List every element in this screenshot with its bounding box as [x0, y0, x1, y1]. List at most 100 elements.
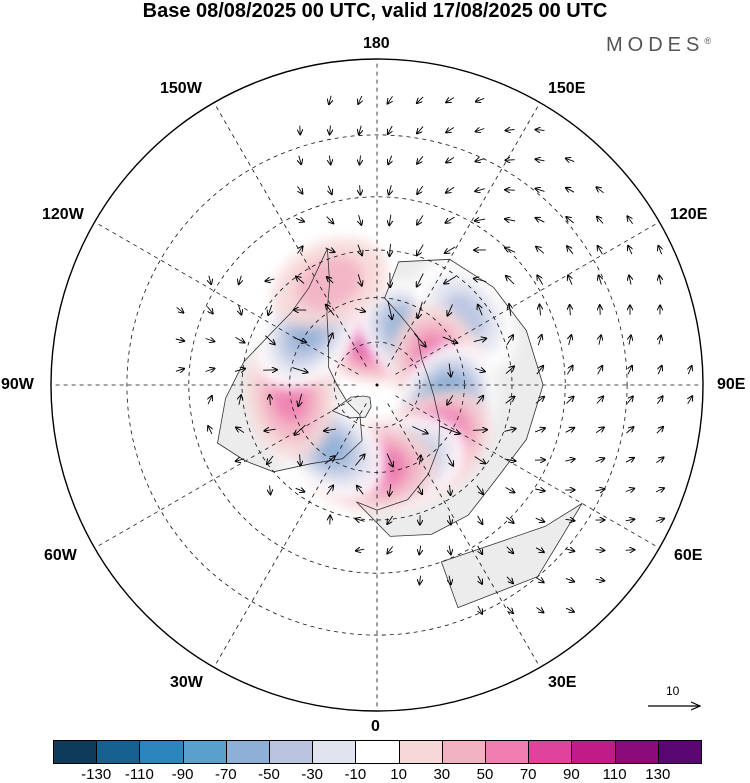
wind-vector	[418, 301, 423, 318]
wind-vector	[505, 397, 515, 404]
wind-vector	[478, 305, 483, 316]
colorbar-tick-label: 10	[390, 766, 407, 783]
wind-vector	[324, 456, 335, 465]
wind-vector	[205, 339, 215, 342]
wind-vector	[534, 428, 545, 432]
wind-vector	[478, 545, 482, 554]
wind-vector	[417, 126, 424, 134]
wind-vector	[297, 186, 303, 193]
wind-vector	[264, 335, 275, 345]
colorbar-tick-label: -70	[214, 766, 237, 783]
latitude-circle	[333, 341, 421, 429]
wind-vector	[536, 607, 544, 613]
wind-vector	[417, 244, 424, 256]
wind-vector	[599, 275, 602, 285]
longitude-label-150w: 150W	[160, 80, 202, 97]
wind-vector	[417, 215, 424, 224]
wind-vector	[328, 185, 332, 194]
wind-vector	[476, 98, 485, 101]
wind-vector	[300, 454, 301, 465]
wind-vector	[270, 395, 271, 406]
wind-vector	[236, 427, 245, 433]
wind-vector	[356, 519, 365, 522]
colorbar-ticks: -130 -110 -90 -70 -50 -30 -10 10 30 50 70 90 110 130	[0, 766, 750, 783]
wind-vector	[536, 130, 545, 131]
longitude-label-120e: 120E	[670, 206, 708, 223]
longitude-label-60e: 60E	[674, 547, 703, 564]
brand-name: MODES	[606, 34, 705, 56]
meridian-line	[387, 102, 541, 367]
wind-vector	[356, 549, 365, 551]
wind-vector	[209, 275, 211, 284]
colorbar-tick-label: 70	[519, 766, 537, 783]
wind-vector	[597, 217, 604, 224]
wind-vector	[476, 396, 484, 405]
coastline	[440, 503, 583, 609]
wind-vector	[175, 369, 184, 372]
wind-vector	[536, 159, 545, 161]
wind-vector	[235, 337, 245, 342]
colorbar-swatch	[571, 740, 616, 764]
wind-vector	[536, 366, 543, 375]
wind-vector	[535, 489, 544, 491]
wind-vector	[329, 155, 330, 165]
wind-vector	[446, 216, 455, 223]
wind-vector	[625, 489, 634, 492]
wind-vector	[535, 548, 544, 552]
wind-vector	[598, 246, 603, 255]
wind-vector	[659, 276, 661, 285]
longitude-label-0: 0	[371, 718, 380, 735]
wind-vector	[506, 546, 513, 553]
wind-vector	[449, 545, 451, 555]
wind-vector	[295, 424, 306, 435]
wind-vector	[569, 335, 572, 346]
wind-vector	[388, 96, 393, 103]
colorbar-swatch	[528, 740, 573, 764]
colorbar-tick-label: -110	[124, 766, 154, 783]
wind-vector	[324, 429, 336, 431]
wind-vector	[297, 247, 302, 254]
wind-vector	[595, 579, 605, 581]
wind-vector	[472, 430, 487, 431]
modes-logo: MODES®	[606, 34, 711, 57]
wind-vector	[565, 519, 575, 520]
meridian-line	[395, 221, 660, 375]
wind-vector	[326, 305, 335, 316]
wind-vector	[626, 427, 634, 434]
wind-vector	[506, 576, 513, 583]
wind-vector	[390, 243, 391, 256]
colorbar-swatch	[485, 740, 530, 764]
colorbar-swatch	[96, 740, 141, 764]
coastline	[217, 248, 363, 473]
latitude-circle	[126, 134, 628, 636]
wind-vector	[208, 426, 212, 435]
wind-vector	[596, 397, 603, 404]
wind-vector	[477, 515, 483, 524]
wind-vector	[655, 488, 664, 492]
wind-vector	[566, 397, 573, 404]
colorbar-swatch	[355, 740, 400, 764]
wind-vector	[419, 455, 421, 465]
wind-vector	[628, 246, 632, 255]
wind-vector	[509, 304, 511, 316]
wind-vector	[536, 578, 543, 583]
wind-vector	[417, 96, 424, 103]
colorbar-tick-label: -50	[258, 766, 280, 783]
longitude-label-30w: 30W	[170, 674, 203, 691]
wind-vector	[298, 393, 301, 406]
colorbar-swatch	[182, 740, 227, 764]
wind-vector	[388, 155, 392, 165]
wind-vector	[505, 487, 515, 493]
wind-vector	[506, 130, 515, 131]
wind-vector	[418, 485, 422, 494]
wind-vector	[505, 366, 514, 374]
wind-vector	[445, 246, 456, 253]
wind-vector	[389, 484, 391, 496]
wind-vector	[595, 458, 605, 461]
wind-vector	[535, 518, 545, 522]
wind-vector	[536, 247, 545, 254]
wind-vector	[536, 189, 545, 192]
wind-vector	[567, 246, 574, 255]
wind-vector	[234, 369, 245, 372]
wind-vector	[627, 216, 633, 224]
